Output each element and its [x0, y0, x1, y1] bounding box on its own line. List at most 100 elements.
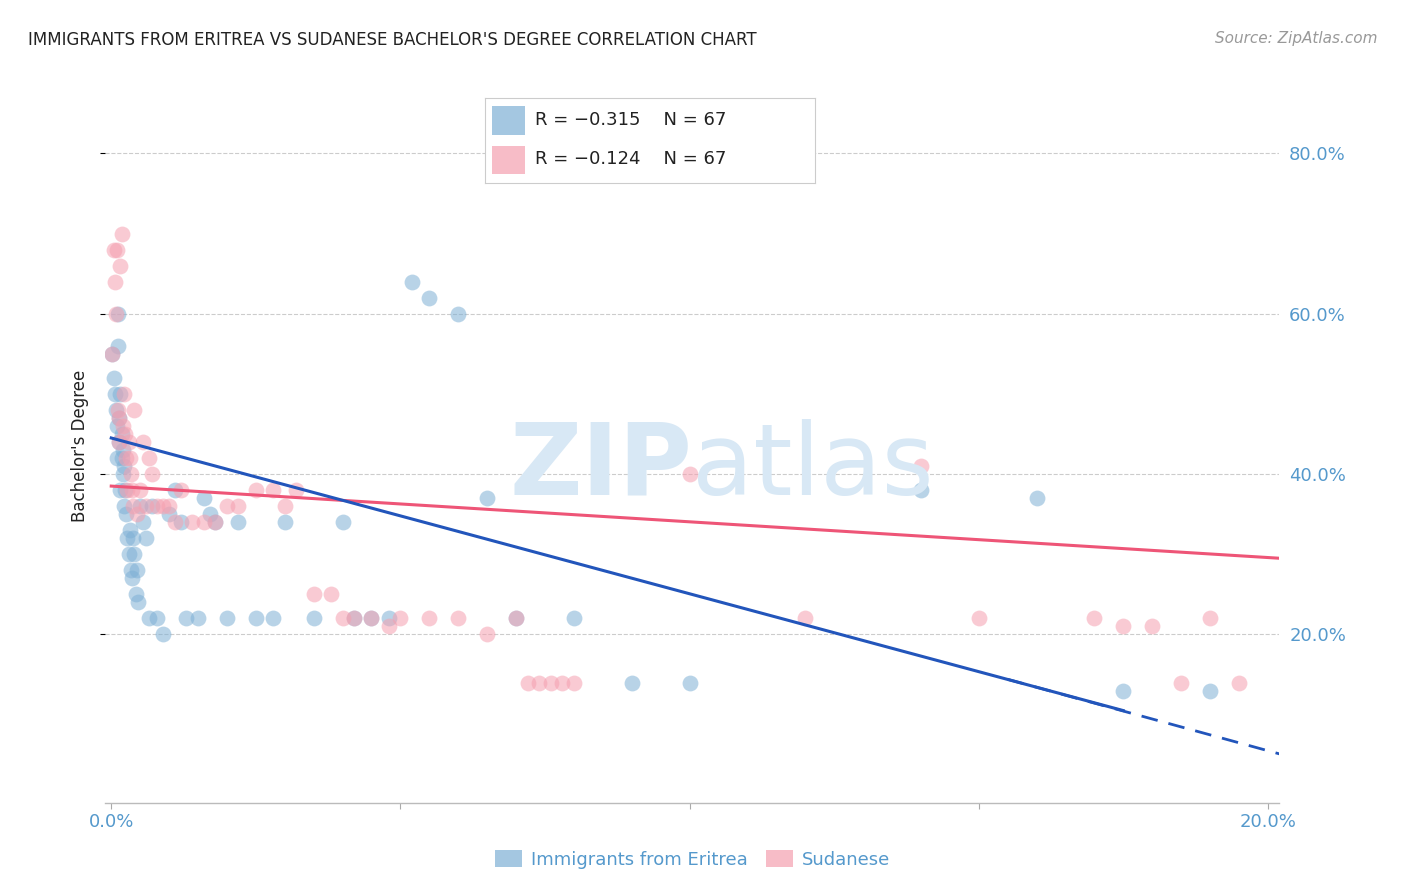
Point	[678, 675, 700, 690]
Point	[163, 483, 186, 497]
Point	[127, 595, 149, 609]
Point	[111, 227, 134, 241]
Point	[204, 515, 226, 529]
Point	[110, 483, 132, 497]
Point	[118, 450, 141, 465]
Point	[551, 675, 574, 690]
Point	[120, 563, 142, 577]
Point	[302, 587, 325, 601]
Point	[163, 515, 186, 529]
Point	[475, 627, 498, 641]
Point	[107, 307, 129, 321]
Point	[181, 515, 204, 529]
Point	[111, 442, 134, 457]
Point	[127, 507, 149, 521]
Point	[274, 499, 297, 513]
Point	[110, 259, 132, 273]
Point	[103, 371, 125, 385]
Point	[562, 675, 585, 690]
Point	[141, 467, 163, 481]
Point	[132, 435, 155, 450]
Point	[122, 531, 145, 545]
Point	[152, 499, 174, 513]
Point	[138, 450, 160, 465]
Point	[105, 450, 128, 465]
Point	[105, 419, 128, 434]
Point	[110, 387, 132, 401]
Point	[228, 515, 250, 529]
Point	[124, 587, 146, 601]
Point	[418, 611, 440, 625]
Point	[117, 547, 139, 561]
Point	[360, 611, 382, 625]
Point	[169, 515, 191, 529]
Point	[129, 499, 152, 513]
Point	[1083, 611, 1105, 625]
Point	[103, 243, 125, 257]
Point	[132, 515, 155, 529]
Point	[176, 611, 198, 625]
Point	[138, 611, 160, 625]
Point	[343, 611, 366, 625]
Point	[121, 483, 143, 497]
Point	[285, 483, 308, 497]
Point	[332, 515, 354, 529]
Point	[1170, 675, 1192, 690]
Point	[193, 491, 215, 505]
Point	[245, 611, 267, 625]
Point	[101, 347, 124, 361]
Point	[117, 483, 139, 497]
Point	[115, 450, 138, 465]
Point	[104, 275, 127, 289]
Point	[198, 507, 221, 521]
Text: ZIP: ZIP	[509, 419, 692, 516]
Point	[104, 403, 127, 417]
Point	[447, 307, 470, 321]
Point	[118, 523, 141, 537]
Point	[193, 515, 215, 529]
Legend: Immigrants from Eritrea, Sudanese: Immigrants from Eritrea, Sudanese	[488, 843, 897, 876]
Point	[108, 435, 131, 450]
Point	[343, 611, 366, 625]
Point	[112, 499, 135, 513]
Point	[562, 611, 585, 625]
Point	[101, 347, 124, 361]
Point	[910, 483, 932, 497]
Point	[1199, 683, 1222, 698]
Point	[105, 243, 128, 257]
Point	[215, 611, 238, 625]
Point	[204, 515, 226, 529]
Y-axis label: Bachelor's Degree: Bachelor's Degree	[72, 370, 90, 522]
Point	[141, 499, 163, 513]
Point	[107, 339, 129, 353]
Point	[108, 411, 131, 425]
Point	[302, 611, 325, 625]
Point	[124, 547, 146, 561]
Point	[910, 458, 932, 473]
Point	[111, 419, 134, 434]
Point	[108, 411, 131, 425]
Point	[389, 611, 412, 625]
Point	[319, 587, 342, 601]
Point	[135, 531, 157, 545]
Point	[115, 507, 138, 521]
Text: atlas: atlas	[692, 419, 934, 516]
Point	[104, 307, 127, 321]
Point	[112, 387, 135, 401]
Point	[794, 611, 817, 625]
Point	[418, 291, 440, 305]
Point	[117, 531, 139, 545]
Point	[378, 619, 401, 633]
Point	[111, 467, 134, 481]
Point	[620, 675, 643, 690]
Point	[157, 507, 180, 521]
Point	[114, 427, 136, 442]
Point	[125, 563, 148, 577]
Text: R = −0.124    N = 67: R = −0.124 N = 67	[534, 150, 725, 168]
Point	[527, 675, 550, 690]
Point	[1142, 619, 1164, 633]
Point	[1112, 619, 1135, 633]
Point	[169, 483, 191, 497]
Point	[117, 435, 139, 450]
Point	[187, 611, 209, 625]
